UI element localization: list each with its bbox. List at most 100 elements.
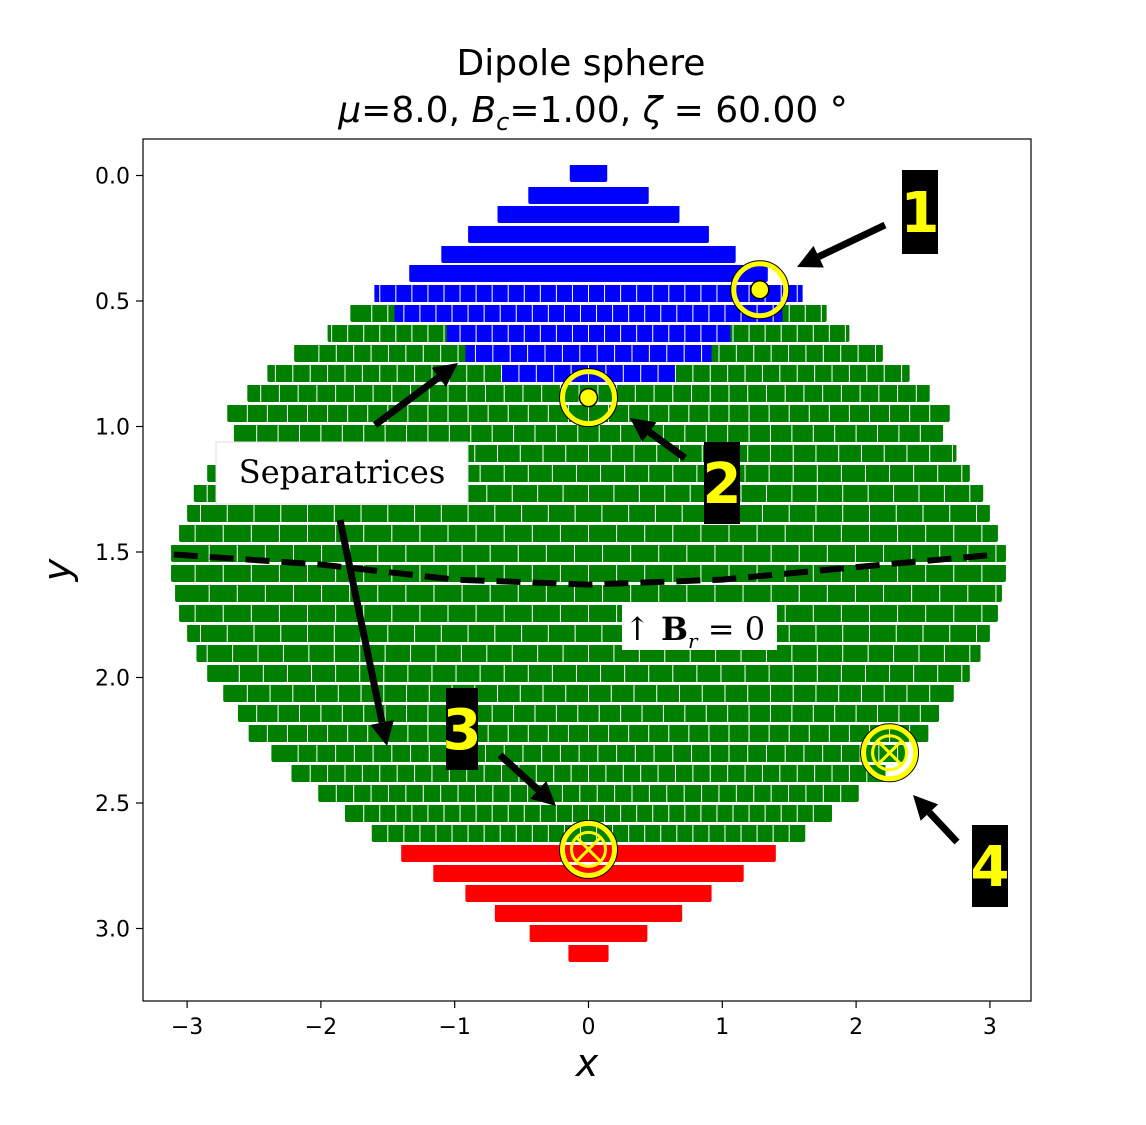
arrow-marker-4 (913, 795, 960, 845)
arrow-marker-1-shaft (817, 221, 887, 260)
cell-grid (171, 163, 1006, 962)
chart-title: Dipole sphere (457, 43, 706, 84)
cell-row-29-core (362, 744, 815, 762)
separatrices-label: Separatrices (239, 453, 445, 491)
arrow-marker-3-shaft (497, 752, 541, 793)
x-tick-label: 2 (849, 1015, 863, 1040)
separatrix-line (173, 551, 997, 588)
y-axis-ticks: 0.0 0.5 1.0 1.5 2.0 2.5 3.0 (95, 165, 143, 943)
x-tick-label: 3 (983, 1015, 997, 1040)
marker-4-number: 4 (971, 835, 1010, 900)
y-tick-label: 2.5 (95, 792, 130, 817)
arrow-separatrix-upper-head (431, 363, 458, 387)
marker-4-cross-b (876, 739, 903, 766)
chart-subtitle: μ=8.0, Bc=1.00, ζ = 60.00 ° (337, 90, 848, 136)
cell-row-7-core (394, 304, 783, 322)
cell-row-21 (175, 584, 1002, 602)
y-tick-label: 0.0 (95, 165, 130, 190)
marker-3-ring (560, 820, 617, 878)
cell-row-37 (494, 904, 683, 922)
marker-1-dot (750, 279, 770, 300)
arrow-marker-1-head (797, 245, 824, 268)
x-tick-label: −2 (305, 1015, 337, 1040)
arrow-marker-3 (497, 752, 556, 806)
bc-symbol: B (471, 90, 496, 131)
marker-1-badge (902, 170, 938, 254)
x-axis-label: x (575, 1041, 599, 1085)
cell-row-0 (569, 164, 608, 182)
arrow-marker-2 (630, 418, 688, 461)
plot-frame (142, 138, 1032, 1002)
y-axis-label: y (35, 558, 79, 582)
marker-4: 4 (860, 723, 1010, 907)
cell-row-5 (409, 264, 768, 282)
cell-row-31-core (461, 784, 716, 802)
marker-3-badge (446, 688, 478, 770)
marker-1: 1 (730, 170, 940, 320)
marker-4-ring (861, 724, 919, 782)
x-tick-label: 1 (715, 1015, 729, 1040)
arrow-marker-2-head (630, 418, 657, 442)
bc-subscript: c (496, 108, 509, 136)
marker-1-number: 1 (901, 181, 940, 246)
arrow-marker-4-head (913, 795, 939, 821)
x-tick-label: −1 (438, 1015, 470, 1040)
marker-2: 2 (559, 368, 742, 524)
br-zero-B: B (661, 610, 688, 648)
zeta-symbol: ζ (642, 90, 665, 131)
cell-row-9-core (465, 344, 712, 362)
y-tick-label: 0.5 (95, 290, 130, 315)
cell-row-4 (441, 245, 736, 263)
cell-row-13 (233, 424, 944, 442)
marker-2-number: 2 (703, 452, 742, 517)
cell-row-27 (237, 704, 940, 722)
cell-row-19 (171, 544, 1006, 562)
marker-4-badge (972, 825, 1008, 907)
arrow-marker-3-head (530, 780, 556, 806)
marker-2-dot (578, 387, 599, 408)
y-tick-label: 1.0 (95, 416, 130, 441)
arrow-separatrix-upper (372, 363, 458, 428)
cell-row-36 (465, 884, 712, 902)
annotations-layer: Separatrices ↑ Br = 0 1 2 3 4 (215, 170, 1010, 907)
separatrix-dashed-curve (173, 551, 997, 588)
mu-value: =8.0, (361, 90, 471, 131)
bc-value: =1.00, (509, 90, 642, 131)
arrow-marker-1 (797, 221, 887, 268)
cell-row-38 (529, 924, 648, 942)
marker-1-ring (731, 261, 789, 319)
y-tick-label: 3.0 (95, 918, 130, 943)
arrow-marker-4-shaft (926, 810, 960, 845)
y-tick-label: 2.0 (95, 667, 130, 692)
zeta-value: = 60.00 ° (662, 90, 848, 131)
br-zero-arrow: ↑ (624, 610, 661, 648)
cell-row-3 (468, 225, 709, 243)
cell-row-1 (528, 186, 649, 204)
br-zero-eq: = 0 (698, 610, 766, 648)
mu-symbol: μ (337, 90, 361, 131)
arrow-separatrix-upper-shaft (372, 374, 441, 428)
br-zero-label: ↑ Br = 0 (624, 610, 765, 653)
marker-3: 3 (443, 688, 618, 879)
marker-3-inner (570, 830, 607, 868)
cell-row-2 (497, 205, 680, 223)
cell-row-34 (401, 844, 776, 862)
marker-2-ring (560, 369, 617, 427)
x-axis-ticks: −3 −2 −1 0 1 2 3 (171, 1001, 997, 1040)
marker-3-cross-b (575, 836, 602, 863)
br-zero-box (622, 605, 777, 650)
br-zero-sub: r (688, 629, 699, 653)
x-tick-label: 0 (582, 1015, 596, 1040)
marker-4-inner (871, 734, 909, 772)
cell-row-25 (207, 664, 970, 682)
y-tick-label: 1.5 (95, 541, 130, 566)
arrow-separatrix-lower-shaft (336, 519, 386, 724)
marker-3-number: 3 (443, 698, 482, 763)
arrow-separatrix-lower (336, 519, 394, 746)
marker-2-badge (704, 442, 740, 524)
separatrices-label-box (215, 441, 469, 505)
arrow-marker-2-shaft (647, 429, 688, 461)
arrow-separatrix-lower-head (370, 720, 394, 746)
cell-row-39 (568, 944, 609, 962)
